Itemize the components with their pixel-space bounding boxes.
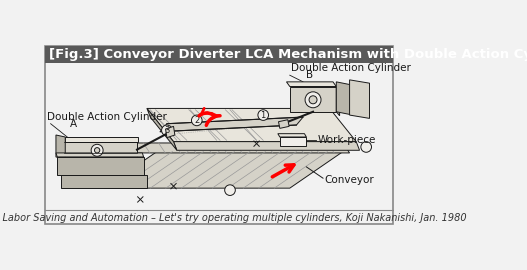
Polygon shape <box>349 80 369 118</box>
Polygon shape <box>104 152 343 188</box>
Text: Conveyor: Conveyor <box>324 174 374 184</box>
Polygon shape <box>147 109 177 150</box>
Polygon shape <box>290 86 336 112</box>
Circle shape <box>91 144 103 156</box>
Polygon shape <box>278 134 306 137</box>
Text: 3: 3 <box>164 126 170 135</box>
Polygon shape <box>165 126 175 138</box>
Text: B: B <box>306 70 313 80</box>
Polygon shape <box>336 82 353 115</box>
Polygon shape <box>56 135 65 160</box>
Text: Work-piece: Work-piece <box>318 135 376 145</box>
Polygon shape <box>280 137 306 146</box>
Polygon shape <box>160 117 303 132</box>
Polygon shape <box>278 120 289 128</box>
Polygon shape <box>57 157 144 175</box>
Circle shape <box>225 185 236 195</box>
Polygon shape <box>336 86 339 116</box>
Polygon shape <box>147 109 356 142</box>
Text: Double Action Cylinder: Double Action Cylinder <box>291 63 411 73</box>
Circle shape <box>258 110 269 120</box>
Text: [Fig.3] Conveyor Diverter LCA Mechanism with Double Action Cylinders: [Fig.3] Conveyor Diverter LCA Mechanism … <box>48 48 527 61</box>
Polygon shape <box>61 175 147 188</box>
FancyBboxPatch shape <box>45 46 394 224</box>
Text: A: A <box>70 119 77 129</box>
Polygon shape <box>173 142 359 150</box>
Polygon shape <box>287 82 336 86</box>
Circle shape <box>305 92 321 108</box>
Polygon shape <box>97 143 349 153</box>
Text: From: Labor Saving and Automation – Let's try operating multiple cylinders, Koji: From: Labor Saving and Automation – Let'… <box>0 213 466 223</box>
Text: 1: 1 <box>260 111 266 120</box>
Circle shape <box>94 148 100 153</box>
Polygon shape <box>56 153 144 157</box>
Polygon shape <box>65 137 138 142</box>
Circle shape <box>309 96 317 104</box>
Text: 2: 2 <box>194 116 199 125</box>
Circle shape <box>162 125 172 136</box>
Text: Double Action Cylinder: Double Action Cylinder <box>47 112 167 122</box>
FancyBboxPatch shape <box>45 46 394 63</box>
Polygon shape <box>64 142 137 158</box>
Circle shape <box>191 115 202 126</box>
Circle shape <box>361 142 372 152</box>
